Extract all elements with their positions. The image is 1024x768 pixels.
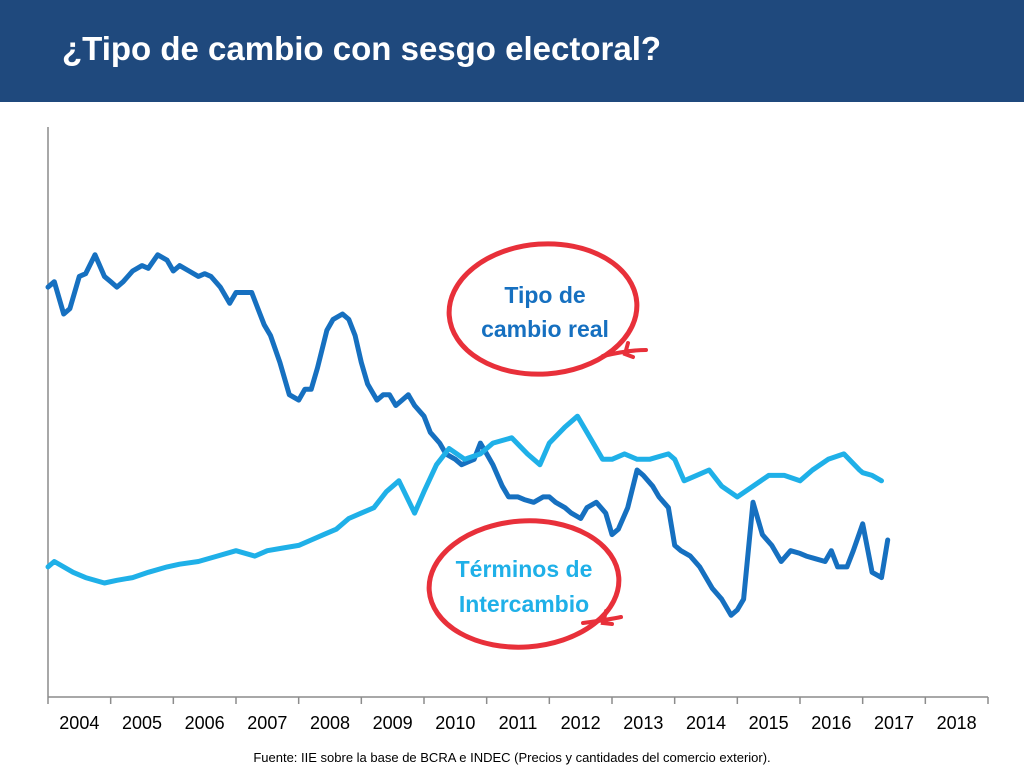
chart-annotations: Tipo de cambio real Términos de Intercambio [426, 241, 648, 650]
annotation-terminos-de-intercambio: Términos de Intercambio [426, 518, 623, 650]
annotation-tipo-de-cambio-real: Tipo de cambio real [446, 241, 648, 377]
chart-series-layer [45, 252, 891, 618]
x-tick-label: 2017 [874, 713, 914, 733]
x-tick-label: 2004 [59, 713, 99, 733]
x-tick-label: 2008 [310, 713, 350, 733]
x-tick-label: 2005 [122, 713, 162, 733]
red-circle-highlight [426, 518, 622, 650]
title-bar: ¿Tipo de cambio con sesgo electoral? [0, 0, 1024, 102]
x-tick-label: 2009 [373, 713, 413, 733]
annotation-text-line: Tipo de [504, 282, 585, 308]
annotation-text-line: cambio real [481, 316, 609, 342]
series-line-terminos-de-intercambio [45, 413, 884, 586]
chart-axes: 2004 2005 2006 2007 2008 2009 2010 2011 2012 2013… [47, 127, 989, 733]
x-tick-label: 2012 [561, 713, 601, 733]
x-tick-label: 2013 [623, 713, 663, 733]
annotation-text-line: Términos de [456, 556, 593, 582]
x-tick-label: 2016 [811, 713, 851, 733]
red-circle-highlight [446, 241, 640, 377]
red-arrow-stroke [581, 609, 623, 626]
x-tick-label: 2010 [435, 713, 475, 733]
series-line-tipo-de-cambio-real [45, 252, 891, 618]
x-tick-label: 2018 [937, 713, 977, 733]
source-note: Fuente: IIE sobre la base de BCRA e INDE… [253, 750, 771, 765]
annotation-text-line: Intercambio [459, 591, 589, 617]
slide-title: ¿Tipo de cambio con sesgo electoral? [62, 30, 662, 67]
x-tick-label: 2014 [686, 713, 726, 733]
red-arrow-stroke [601, 341, 648, 359]
x-tick-label: 2011 [499, 713, 538, 733]
x-tick-label: 2015 [749, 713, 789, 733]
x-tick-label: 2006 [185, 713, 225, 733]
x-tick-label: 2007 [247, 713, 287, 733]
